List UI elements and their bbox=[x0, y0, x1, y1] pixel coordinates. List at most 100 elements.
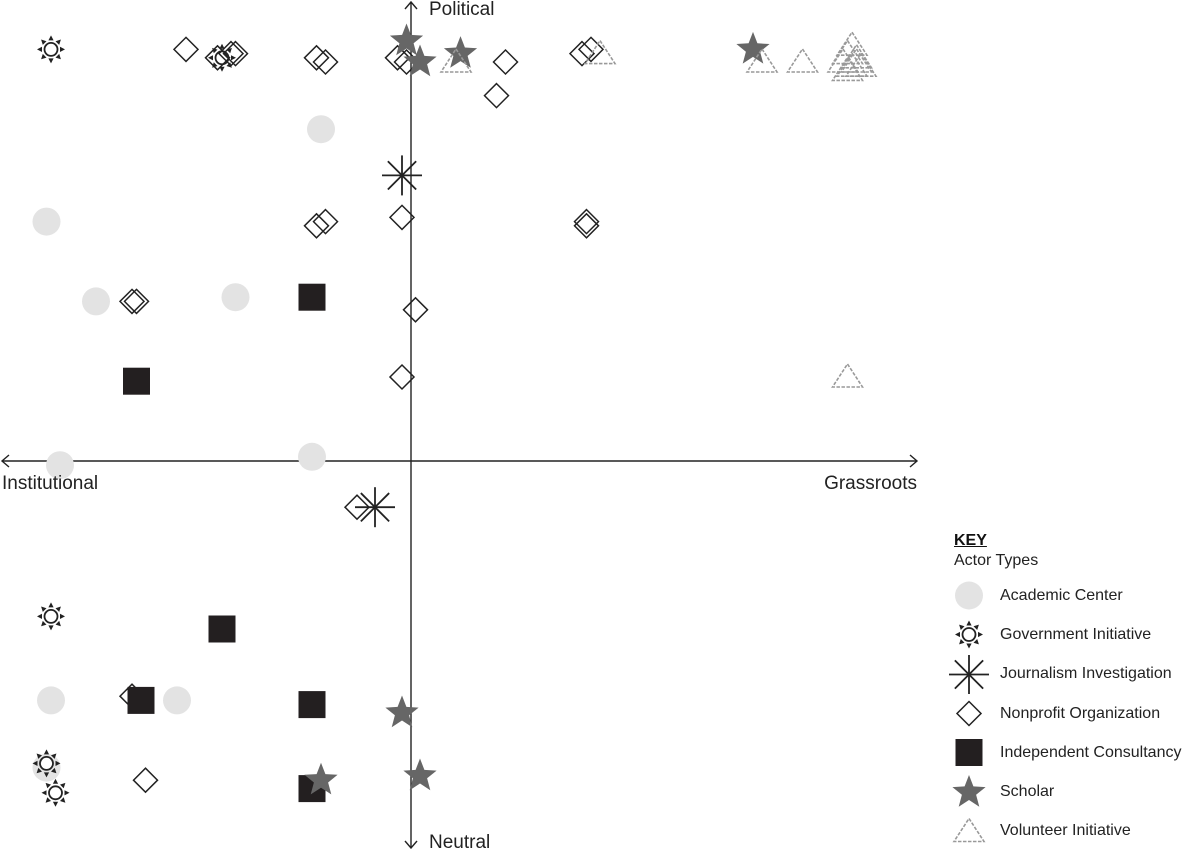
point-nonprofit-organization bbox=[568, 40, 596, 67]
point-nonprofit-organization bbox=[132, 767, 159, 794]
point-independent-consultancy bbox=[127, 686, 155, 714]
legend-label-volunteer-initiative: Volunteer Initiative bbox=[1000, 822, 1131, 840]
point-nonprofit-organization bbox=[483, 82, 510, 109]
point-academic-center bbox=[32, 207, 61, 236]
point-nonprofit-organization bbox=[577, 36, 605, 63]
point-nonprofit-organization bbox=[492, 48, 519, 76]
point-volunteer-initiative bbox=[844, 51, 878, 77]
point-nonprofit-organization bbox=[384, 44, 411, 71]
x-axis-left-arrow bbox=[0, 454, 10, 468]
legend-item-independent-consultancy: Independent Consultancy bbox=[948, 733, 1200, 772]
point-nonprofit-organization bbox=[204, 44, 231, 71]
legend-symbol-journalism-investigation bbox=[949, 654, 989, 694]
point-volunteer-initiative bbox=[745, 47, 779, 73]
legend-heading: KEY bbox=[954, 532, 987, 549]
point-academic-center bbox=[298, 442, 326, 471]
point-nonprofit-organization bbox=[312, 48, 339, 76]
legend-symbol-government-initiative bbox=[955, 620, 983, 649]
legend-subheading: Actor Types bbox=[954, 552, 1039, 569]
legend: KEY Actor Types Academic Center Governmen… bbox=[948, 532, 1200, 851]
data-points bbox=[32, 23, 878, 807]
legend-label-independent-consultancy: Independent Consultancy bbox=[1000, 743, 1182, 761]
point-academic-center bbox=[221, 283, 250, 312]
point-scholar bbox=[385, 695, 419, 728]
point-volunteer-initiative bbox=[831, 362, 864, 388]
point-academic-center bbox=[37, 686, 65, 715]
point-scholar bbox=[304, 762, 338, 795]
point-academic-center bbox=[307, 115, 335, 144]
point-nonprofit-organization bbox=[118, 288, 146, 315]
point-nonprofit-organization bbox=[217, 40, 245, 67]
x-axis-negative-label: Institutional bbox=[2, 473, 98, 494]
point-government-initiative bbox=[37, 35, 65, 64]
legend-symbol-independent-consultancy bbox=[955, 739, 983, 767]
legend-label-academic-center: Academic Center bbox=[1000, 586, 1123, 604]
point-independent-consultancy bbox=[123, 367, 150, 395]
legend-item-academic-center: Academic Center bbox=[948, 576, 1200, 615]
legend-symbol-academic-center bbox=[955, 581, 983, 610]
legend-item-scholar: Scholar bbox=[948, 772, 1200, 811]
series-journalism-investigation bbox=[355, 155, 422, 528]
point-nonprofit-organization bbox=[573, 208, 600, 235]
point-volunteer-initiative bbox=[439, 47, 473, 73]
point-independent-consultancy bbox=[208, 615, 236, 643]
point-government-initiative bbox=[41, 778, 70, 807]
legend-item-volunteer-initiative: Volunteer Initiative bbox=[948, 812, 1200, 851]
point-government-initiative bbox=[32, 749, 61, 778]
point-nonprofit-organization bbox=[123, 288, 150, 315]
point-independent-consultancy bbox=[298, 691, 326, 719]
point-scholar bbox=[736, 31, 770, 64]
point-nonprofit-organization bbox=[388, 363, 416, 391]
y-axis-negative-label: Neutral bbox=[429, 832, 490, 849]
point-volunteer-initiative bbox=[831, 55, 864, 82]
legend-symbol-volunteer-initiative bbox=[952, 816, 986, 843]
legend-label-scholar: Scholar bbox=[1000, 783, 1055, 801]
legend-label-government-initiative: Government Initiative bbox=[1000, 625, 1152, 643]
series-government-initiative bbox=[32, 35, 236, 807]
point-nonprofit-organization bbox=[172, 36, 200, 63]
point-independent-consultancy bbox=[298, 283, 326, 311]
axis-labels: Political Neutral Institutional Grassroo… bbox=[2, 0, 917, 849]
point-journalism-investigation bbox=[382, 155, 422, 196]
series-scholar bbox=[304, 23, 770, 795]
legend-symbol-scholar bbox=[952, 774, 986, 807]
series-academic-center bbox=[32, 115, 335, 782]
point-nonprofit-organization bbox=[303, 44, 330, 71]
y-axis-top-arrow bbox=[404, 0, 418, 10]
point-nonprofit-organization bbox=[388, 204, 416, 231]
point-scholar bbox=[403, 44, 437, 77]
point-volunteer-initiative bbox=[786, 47, 819, 73]
point-nonprofit-organization bbox=[343, 494, 371, 521]
point-government-initiative bbox=[208, 43, 236, 72]
point-journalism-investigation bbox=[355, 487, 395, 528]
legend-items: Academic Center Government Initiative Jour… bbox=[948, 576, 1200, 851]
legend-item-government-initiative: Government Initiative bbox=[948, 615, 1200, 654]
axes bbox=[0, 0, 919, 849]
point-government-initiative bbox=[37, 602, 65, 631]
series-nonprofit-organization bbox=[118, 36, 605, 794]
legend-item-journalism-investigation: Journalism Investigation bbox=[948, 654, 1200, 694]
legend-symbol-nonprofit-organization bbox=[955, 700, 983, 727]
x-axis-right-arrow bbox=[909, 454, 919, 468]
point-scholar bbox=[389, 23, 424, 56]
point-nonprofit-organization bbox=[222, 40, 249, 67]
legend-label-nonprofit-organization: Nonprofit Organization bbox=[1000, 704, 1161, 722]
series-volunteer-initiative bbox=[439, 30, 878, 388]
y-axis-bottom-arrow bbox=[404, 840, 418, 849]
point-scholar bbox=[443, 36, 478, 68]
point-nonprofit-organization bbox=[303, 212, 330, 239]
y-axis-positive-label: Political bbox=[429, 0, 494, 20]
point-nonprofit-organization bbox=[573, 212, 600, 239]
point-academic-center bbox=[82, 287, 110, 316]
point-academic-center bbox=[163, 686, 191, 715]
point-academic-center bbox=[46, 451, 74, 480]
x-axis-positive-label: Grassroots bbox=[824, 473, 917, 494]
point-nonprofit-organization bbox=[402, 296, 429, 323]
point-volunteer-initiative bbox=[840, 47, 873, 73]
legend-label-journalism-investigation: Journalism Investigation bbox=[1000, 665, 1172, 683]
series-independent-consultancy bbox=[123, 283, 326, 803]
legend-item-nonprofit-organization: Nonprofit Organization bbox=[948, 694, 1200, 733]
point-scholar bbox=[403, 758, 437, 791]
point-volunteer-initiative bbox=[583, 39, 617, 65]
point-nonprofit-organization bbox=[312, 208, 339, 235]
